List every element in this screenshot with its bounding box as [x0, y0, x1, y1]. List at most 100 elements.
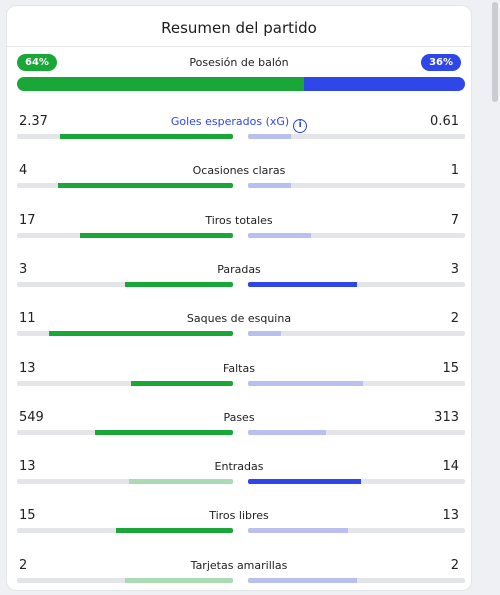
stat-label-text: Tiros libres [209, 509, 269, 523]
stat-away-track [248, 380, 465, 386]
stat-away-value: 313 [434, 409, 459, 425]
possession-label: Posesión de balón [189, 56, 289, 69]
stat-away-bar [248, 479, 361, 485]
stat-label-text[interactable]: Goles esperados (xG) [170, 115, 290, 128]
stat-home-bar [58, 183, 233, 189]
possession-bar-home [17, 77, 304, 91]
stat-label-text: Ocasiones claras [192, 164, 286, 178]
stat-away-bar [248, 134, 292, 139]
stat-label-text: Entradas [214, 460, 264, 474]
stat-away-bar [248, 183, 292, 189]
stat-home-track [17, 380, 233, 386]
stat-label: Paradas [7, 263, 471, 276]
stat-label: Tiros libres [7, 509, 471, 522]
stat-home-bar [131, 380, 233, 386]
possession-bar-away [303, 77, 465, 91]
stat-away-value: 2 [450, 311, 459, 327]
stat-home-track [17, 331, 233, 337]
stat-home-value: 2 [19, 557, 28, 573]
stat-away-track [248, 331, 465, 337]
stat-home-value: 549 [19, 409, 44, 425]
stat-row: 13 Faltas 15 [7, 361, 471, 401]
stat-home-value: 13 [19, 459, 36, 475]
stat-label-text: Paradas [217, 262, 261, 276]
stat-home-track [17, 281, 233, 287]
stat-home-track [17, 429, 233, 435]
stat-home-value: 13 [19, 360, 36, 376]
stat-away-track [248, 528, 465, 534]
stat-row: 2 Tarjetas amarillas 2 [7, 557, 471, 590]
stat-away-track [248, 281, 465, 287]
stat-home-value: 11 [19, 311, 36, 327]
stat-home-value: 15 [19, 508, 36, 524]
stat-home-track [17, 479, 233, 485]
possession-bar [17, 77, 465, 91]
stat-home-track [17, 134, 233, 139]
stat-label-text: Faltas [223, 361, 255, 375]
stat-home-bar [94, 429, 233, 435]
stat-home-track [17, 232, 233, 238]
stat-away-value: 3 [450, 261, 459, 277]
stat-home-bar [60, 134, 233, 139]
stat-away-value: 0.61 [430, 114, 459, 129]
stat-away-bar [248, 281, 357, 287]
stat-label: Entradas [7, 460, 471, 473]
stat-label-text: Tiros totales [205, 213, 273, 227]
card-title: Resumen del partido [161, 19, 317, 37]
stat-home-value: 17 [19, 212, 36, 228]
stat-label: Saques de esquina [7, 312, 471, 325]
stat-away-bar [248, 331, 281, 337]
stat-label-text: Pases [223, 410, 255, 424]
stat-away-bar [248, 528, 348, 534]
stat-home-bar [49, 331, 233, 337]
stat-row: 4 Ocasiones claras 1 [7, 163, 471, 203]
stat-away-value: 2 [450, 557, 459, 573]
match-summary-card: Resumen del partido 64% Posesión de baló… [6, 5, 472, 591]
scrollbar[interactable] [490, 0, 500, 595]
stat-label-text: Saques de esquina [186, 312, 292, 326]
stat-home-bar [125, 281, 233, 287]
stat-label-text: Tarjetas amarillas [190, 558, 288, 572]
stat-home-value: 3 [19, 261, 28, 277]
stat-home-value: 4 [19, 163, 28, 179]
stat-home-track [17, 183, 233, 189]
stat-away-bar [248, 232, 311, 238]
stat-row: 13 Entradas 14 [7, 459, 471, 499]
stat-away-bar [248, 380, 363, 386]
stat-row: 549 Pases 313 [7, 410, 471, 450]
stat-row: 15 Tiros libres 13 [7, 508, 471, 548]
stat-away-value: 7 [450, 212, 459, 228]
stat-row: 2.37 Goles esperados (xG) i 0.61 [7, 114, 471, 154]
stat-away-value: 15 [442, 360, 459, 376]
stat-home-bar [79, 232, 233, 238]
stat-away-track [248, 183, 465, 189]
stat-label: Faltas [7, 362, 471, 375]
stat-home-bar [129, 479, 233, 485]
stat-label: Tiros totales [7, 214, 471, 227]
stat-row: 11 Saques de esquina 2 [7, 311, 471, 351]
away-possession-badge: 36% [421, 54, 461, 71]
stat-away-track [248, 429, 465, 435]
stat-away-bar [248, 429, 327, 435]
stat-row: 17 Tiros totales 7 [7, 213, 471, 253]
info-icon[interactable]: i [293, 119, 308, 133]
stat-away-track [248, 232, 465, 238]
stat-away-value: 1 [450, 163, 459, 179]
stat-label[interactable]: Goles esperados (xG) i [7, 115, 471, 133]
stat-home-value: 2.37 [19, 114, 48, 129]
stat-home-track [17, 528, 233, 534]
home-possession-badge: 64% [17, 54, 57, 71]
stat-home-bar [125, 577, 233, 583]
title-divider [7, 46, 471, 47]
scrollbar-thumb[interactable] [492, 2, 498, 102]
stat-away-bar [248, 577, 357, 583]
stat-away-value: 14 [442, 459, 459, 475]
stat-label: Pases [7, 411, 471, 424]
stat-away-track [248, 134, 465, 139]
stat-away-track [248, 479, 465, 485]
stat-home-track [17, 577, 233, 583]
stat-away-value: 13 [442, 508, 459, 524]
stat-label: Tarjetas amarillas [7, 559, 471, 572]
stat-label: Ocasiones claras [7, 164, 471, 177]
stat-away-track [248, 577, 465, 583]
